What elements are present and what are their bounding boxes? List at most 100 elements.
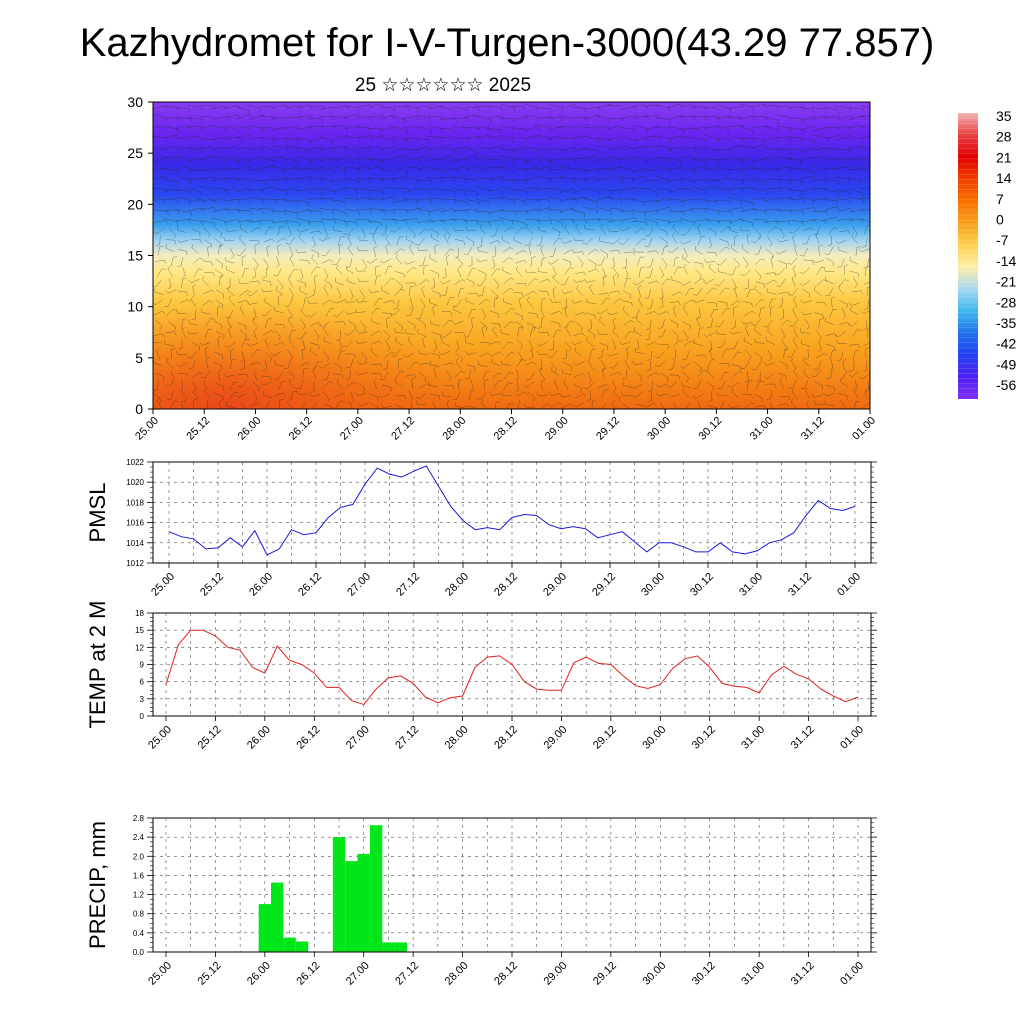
panel-xtick-label: 31.12 — [789, 724, 817, 752]
panel-xtick-label: 29.12 — [591, 724, 619, 752]
panel-xtick-label: 28.12 — [492, 724, 520, 752]
panel-ytick-label: 2.8 — [133, 814, 145, 823]
panel-xtick-label: 30.12 — [688, 571, 716, 599]
panel-ytick-label: 0 — [140, 712, 145, 721]
precip-bar — [382, 942, 395, 952]
panel-xtick-label: 01.00 — [838, 960, 866, 988]
panel-xtick-label: 29.00 — [542, 724, 570, 752]
panel-xtick-label: 30.12 — [690, 724, 718, 752]
colorbar-label: -28 — [996, 294, 1016, 310]
panel-xtick-label: 26.12 — [294, 960, 322, 988]
panel-xtick-label: 28.00 — [443, 571, 471, 599]
precip-bar — [258, 904, 272, 952]
precip-bar — [345, 861, 358, 952]
panel-xtick-label: 26.00 — [245, 724, 273, 752]
heatmap-xtick-label: 26.00 — [236, 415, 264, 443]
panel-xtick-label: 25.00 — [149, 571, 177, 599]
colorbar-label: 21 — [996, 149, 1012, 165]
heatmap-ytick-label: 0 — [135, 401, 143, 417]
panel-xtick-label: 01.00 — [838, 724, 866, 752]
panel-ylabel: PMSL — [85, 483, 110, 543]
panel-xtick-label: 30.12 — [690, 960, 718, 988]
heatmap-xtick-label: 25.00 — [133, 415, 161, 443]
panel-ytick-label: 2.0 — [133, 852, 145, 861]
series-line — [168, 465, 856, 556]
page-subtitle: 25 ☆☆☆☆☆☆ 2025 — [355, 75, 531, 96]
precip-bar — [283, 937, 296, 952]
panel-ytick-label: 0.8 — [133, 910, 145, 919]
heatmap-xtick-label: 31.12 — [799, 415, 827, 443]
heatmap-ytick-label: 30 — [127, 94, 143, 110]
panel-xtick-label: 31.00 — [737, 571, 765, 599]
panel-xtick-label: 30.00 — [639, 571, 667, 599]
panel-xtick-label: 27.12 — [393, 724, 421, 752]
heatmap-ytick-label: 10 — [127, 299, 143, 315]
panel-xtick-label: 28.12 — [492, 571, 520, 599]
panel-grid — [153, 461, 871, 564]
heatmap-xtick-label: 28.00 — [440, 415, 468, 443]
colorbar-label: -7 — [996, 232, 1009, 248]
panel-xtick-label: 28.00 — [443, 960, 471, 988]
heatmap-xtick-label: 29.12 — [594, 415, 622, 443]
panel-xtick-label: 27.12 — [394, 571, 422, 599]
panel-xtick-label: 27.00 — [344, 960, 372, 988]
panel-ytick-label: 1016 — [126, 519, 144, 528]
panel-xtick-label: 01.00 — [835, 571, 863, 599]
colorbar-label: -35 — [996, 315, 1016, 331]
colorbar — [958, 113, 978, 399]
precip-bar — [295, 941, 309, 952]
panel-xtick-label: 25.12 — [196, 960, 224, 988]
panel-ytick-label: 1014 — [126, 539, 144, 548]
panel-ytick-label: 2.4 — [133, 833, 145, 842]
panel-xtick-label: 28.12 — [492, 960, 520, 988]
panel-xtick-label: 26.12 — [294, 724, 322, 752]
heatmap-xtick-label: 27.00 — [338, 415, 366, 443]
panel-ytick-label: 18 — [135, 609, 144, 618]
panel-ytick-label: 12 — [135, 643, 144, 652]
heatmap-xtick-label: 01.00 — [850, 415, 878, 443]
panel-xtick-label: 26.00 — [245, 960, 273, 988]
panel-xtick-label: 29.00 — [541, 571, 569, 599]
panel-ytick-label: 1022 — [126, 458, 144, 467]
panel-xtick-label: 31.00 — [739, 724, 767, 752]
heatmap-xtick-label: 26.12 — [287, 415, 315, 443]
panel-xtick-label: 29.12 — [591, 960, 619, 988]
wind-barbs — [153, 103, 870, 409]
series-line — [165, 629, 859, 706]
colorbar-label: -56 — [996, 377, 1016, 393]
colorbar-label: -42 — [996, 336, 1016, 352]
colorbar-label: 35 — [996, 108, 1012, 124]
precip-bar — [271, 882, 284, 952]
colorbar-label: 0 — [996, 212, 1004, 228]
precip-bar — [357, 853, 370, 952]
panel-xtick-label: 31.12 — [789, 960, 817, 988]
colorbar-label: 28 — [996, 129, 1012, 145]
panel-xtick-label: 27.00 — [345, 571, 373, 599]
panel-xtick-label: 31.00 — [739, 960, 767, 988]
panel-ytick-label: 1.6 — [133, 871, 145, 880]
panel-xtick-label: 27.12 — [393, 960, 421, 988]
heatmap-xtick-label: 31.00 — [748, 415, 776, 443]
panel-xtick-label: 31.12 — [786, 571, 814, 599]
panel-ytick-label: 15 — [135, 626, 144, 635]
panel-ytick-label: 9 — [140, 661, 145, 670]
panel-xtick-label: 26.00 — [247, 571, 275, 599]
page-title: Kazhydromet for I-V-Turgen-3000(43.29 77… — [80, 21, 935, 65]
panel-xtick-label: 29.12 — [590, 571, 618, 599]
colorbar-label: -49 — [996, 356, 1016, 372]
heatmap-ytick-label: 15 — [127, 248, 143, 264]
panel-ytick-label: 3 — [140, 695, 145, 704]
panel-xtick-label: 25.00 — [146, 724, 174, 752]
heatmap-ytick-label: 25 — [127, 145, 143, 161]
panel-xtick-label: 30.00 — [640, 724, 668, 752]
heatmap-ytick-label: 5 — [135, 350, 143, 366]
panel-ytick-label: 1020 — [126, 478, 144, 487]
panel-ytick-label: 1012 — [126, 559, 144, 568]
precip-bar — [394, 942, 407, 952]
panel-ytick-label: 0.0 — [133, 948, 145, 957]
colorbar-label: -14 — [996, 253, 1016, 269]
panel-ytick-label: 1.2 — [133, 891, 145, 900]
colorbar-label: -21 — [996, 274, 1016, 290]
